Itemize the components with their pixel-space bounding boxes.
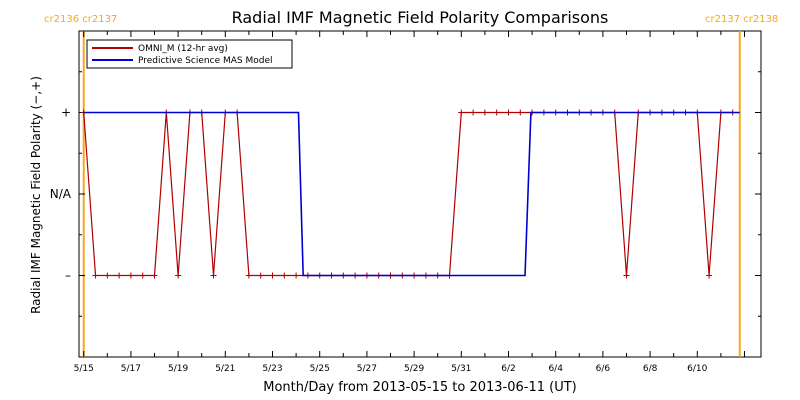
- series-point: [116, 272, 123, 279]
- series-point: [92, 272, 99, 279]
- x-tick-label: 6/8: [643, 364, 658, 374]
- series-point: [623, 272, 630, 279]
- series-line-0: [83, 111, 733, 277]
- series-point: [281, 272, 288, 279]
- x-tick-label: 5/27: [357, 364, 377, 374]
- legend-label-0: OMNI_M (12-hr avg): [138, 44, 228, 54]
- series-point: [104, 272, 111, 279]
- series-point: [245, 272, 252, 279]
- chart-title: Radial IMF Magnetic Field Polarity Compa…: [232, 8, 609, 27]
- series-point: [151, 272, 158, 279]
- x-tick-label: 5/29: [404, 364, 424, 374]
- x-tick-label: 6/10: [687, 364, 707, 374]
- series-point: [127, 272, 134, 279]
- series-point: [706, 272, 713, 279]
- y-axis-title: Radial IMF Magnetic Field Polarity (−,+): [29, 76, 43, 314]
- x-tick-label: 5/21: [215, 364, 235, 374]
- series-point: [458, 109, 465, 116]
- series-point: [293, 272, 300, 279]
- y-tick-label: –: [65, 269, 71, 283]
- x-tick-label: 5/19: [168, 364, 188, 374]
- series-point: [470, 109, 477, 116]
- series-point: [269, 272, 276, 279]
- series-point: [517, 109, 524, 116]
- series-point: [257, 272, 264, 279]
- x-tick-label: 5/31: [451, 364, 471, 374]
- series-line-1: [83, 111, 740, 277]
- carrington-label-left: cr2136 cr2137: [44, 14, 117, 25]
- series-point: [505, 109, 512, 116]
- series-point: [210, 272, 217, 279]
- series-point: [175, 272, 182, 279]
- carrington-label-right: cr2137 cr2138: [705, 14, 778, 25]
- x-tick-label: 6/4: [548, 364, 563, 374]
- x-tick-label: 5/17: [121, 364, 141, 374]
- plot-frame: [78, 30, 762, 358]
- y-tick-label: +: [61, 106, 71, 120]
- series-point: [481, 109, 488, 116]
- x-tick-label: 5/25: [310, 364, 330, 374]
- y-tick-label: N/A: [50, 187, 72, 201]
- x-tick-label: 6/2: [501, 364, 515, 374]
- series-point: [493, 109, 500, 116]
- x-tick-label: 5/23: [262, 364, 282, 374]
- legend: OMNI_M (12-hr avg) Predictive Science MAS…: [86, 39, 293, 69]
- legend-label-1: Predictive Science MAS Model: [138, 56, 273, 66]
- x-tick-label: 5/15: [74, 364, 94, 374]
- x-axis-title: Month/Day from 2013-05-15 to 2013-06-11 …: [263, 380, 576, 395]
- legend-box: [86, 39, 293, 69]
- x-tick-label: 6/6: [596, 364, 611, 374]
- series-point: [139, 272, 146, 279]
